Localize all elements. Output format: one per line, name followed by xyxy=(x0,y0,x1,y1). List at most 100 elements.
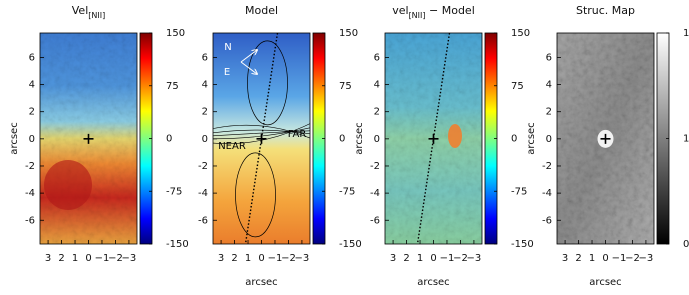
x-tick-label: 2 xyxy=(58,253,64,264)
y-tick-label: -2 xyxy=(370,161,380,172)
contour xyxy=(235,152,276,238)
y-tick-label: 4 xyxy=(374,80,380,91)
hot-spot xyxy=(448,124,462,148)
x-axis-label: arcsec xyxy=(245,277,277,288)
y-tick-label: 2 xyxy=(29,107,35,118)
annotation: FAR xyxy=(288,129,307,140)
colorbar-tick-label: 0 xyxy=(339,134,345,145)
x-tick-label: 3 xyxy=(218,253,224,264)
x-tick-label: 1 xyxy=(589,253,595,264)
x-tick-label: 3 xyxy=(390,253,396,264)
panel-title: vel[NII] − Model xyxy=(392,4,475,20)
panel-title: Model xyxy=(245,4,278,17)
x-tick-label: −1 xyxy=(95,253,110,264)
colorbar-tick-label: 75 xyxy=(339,81,352,92)
x-tick-label: −3 xyxy=(122,253,137,264)
colorbar-tick-label: 1.00 xyxy=(683,134,689,145)
colorbar-tick-label: -75 xyxy=(511,186,527,197)
compass xyxy=(240,50,257,63)
x-axis-label: arcsec xyxy=(589,277,621,288)
y-tick-label: -4 xyxy=(542,188,552,199)
center-marker xyxy=(83,133,94,144)
colorbar-tick-label: 150 xyxy=(339,28,358,39)
colorbar-tick-label: 75 xyxy=(166,81,179,92)
center-marker xyxy=(428,133,439,144)
x-axis-label: arcsec xyxy=(417,277,449,288)
y-tick-label: 6 xyxy=(202,52,208,63)
x-tick-label: 0 xyxy=(258,253,264,264)
contour xyxy=(247,40,288,126)
y-tick-label: 0 xyxy=(202,134,208,145)
title-part: − Model xyxy=(426,4,475,17)
y-tick-label: 2 xyxy=(202,107,208,118)
x-tick-label: 2 xyxy=(575,253,581,264)
annotation: E xyxy=(224,67,230,78)
contour xyxy=(212,130,311,137)
x-tick-label: −2 xyxy=(625,253,640,264)
colorbar-tick-label: 75 xyxy=(511,81,524,92)
y-tick-label: -2 xyxy=(25,161,35,172)
colorbar-tick-label: 0 xyxy=(511,134,517,145)
y-tick-label: -6 xyxy=(370,215,380,226)
y-tick-label: -6 xyxy=(198,215,208,226)
y-tick-label: -4 xyxy=(25,188,35,199)
y-tick-label: 0 xyxy=(29,134,35,145)
x-tick-label: 3 xyxy=(562,253,568,264)
y-tick-label: -2 xyxy=(542,161,552,172)
y-tick-label: 6 xyxy=(29,52,35,63)
x-tick-label: 1 xyxy=(245,253,251,264)
y-tick-label: -4 xyxy=(370,188,380,199)
colorbar-tick-label: 0.99 xyxy=(683,239,689,250)
colorbar-tick-label: -150 xyxy=(339,239,362,250)
y-tick-label: -2 xyxy=(198,161,208,172)
colorbar-tick-label: -150 xyxy=(166,239,189,250)
contour xyxy=(212,129,311,135)
y-tick-label: 4 xyxy=(546,80,552,91)
annotation: NEAR xyxy=(218,141,246,152)
colorbar-tick-label: 150 xyxy=(511,28,530,39)
colorbar-tick-label: 0 xyxy=(166,134,172,145)
x-tick-label: 1 xyxy=(417,253,423,264)
x-tick-label: 2 xyxy=(403,253,409,264)
title-part: Vel xyxy=(72,4,89,17)
x-tick-label: −3 xyxy=(467,253,482,264)
annotation: N xyxy=(224,42,231,53)
y-tick-label: 4 xyxy=(29,80,35,91)
x-tick-label: −2 xyxy=(281,253,296,264)
colorbar-tick-label: -150 xyxy=(511,239,534,250)
title-part: vel xyxy=(392,4,408,17)
y-tick-label: 4 xyxy=(202,80,208,91)
x-tick-label: −1 xyxy=(268,253,283,264)
y-tick-label: -6 xyxy=(542,215,552,226)
colorbar-tick-label: -75 xyxy=(339,186,355,197)
hot-spot xyxy=(44,160,92,210)
title-part: [NII] xyxy=(88,11,105,20)
title-part: Model xyxy=(245,4,278,17)
x-tick-label: −3 xyxy=(295,253,310,264)
y-axis-label: arcsec xyxy=(9,122,20,154)
colorbar-tick-label: 150 xyxy=(166,28,185,39)
x-tick-label: 1 xyxy=(72,253,78,264)
panel-title: Struc. Map xyxy=(576,4,635,17)
y-tick-label: -4 xyxy=(198,188,208,199)
x-tick-label: −1 xyxy=(612,253,627,264)
x-tick-label: −2 xyxy=(453,253,468,264)
panel: Vel[NII]3 2 1 0 −1−2−36420-2-4-6arcsec150750… xyxy=(9,4,189,264)
y-tick-label: 6 xyxy=(374,52,380,63)
y-axis-label: arcsec xyxy=(354,122,365,154)
title-part: [NII] xyxy=(409,11,426,20)
y-tick-label: 6 xyxy=(546,52,552,63)
major-axis xyxy=(244,32,279,245)
x-tick-label: 2 xyxy=(231,253,237,264)
y-tick-label: -6 xyxy=(25,215,35,226)
x-tick-label: −1 xyxy=(440,253,455,264)
x-tick-label: 0 xyxy=(430,253,436,264)
center-marker xyxy=(600,133,611,144)
y-tick-label: 0 xyxy=(546,134,552,145)
colorbar-tick-label: 1.01 xyxy=(683,28,689,39)
y-tick-label: 0 xyxy=(374,134,380,145)
title-part: Struc. Map xyxy=(576,4,635,17)
